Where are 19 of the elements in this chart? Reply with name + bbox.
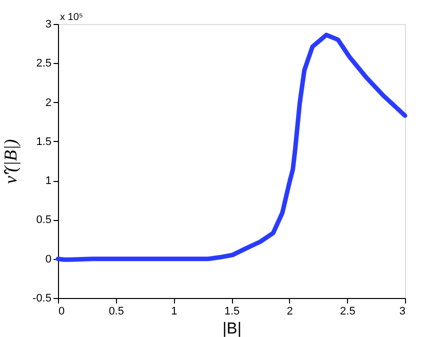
x-tick-label: 1.5 (224, 306, 240, 318)
y-tick-label: 1.5 (36, 136, 52, 148)
y-axis-title: ν̂′(|B|) (0, 139, 21, 184)
x-tick-label: 3 (399, 306, 406, 318)
y-tick-label: -0.5 (32, 292, 52, 304)
x-tick-label: 0 (58, 306, 65, 318)
x-tick-label: 2.5 (340, 306, 356, 318)
y-tick-label: 3 (45, 18, 52, 30)
x-tick-label: 1 (171, 306, 178, 318)
x-axis-title: |B| (222, 320, 242, 337)
line-series (56, 32, 408, 262)
text: x 10⁵ (60, 12, 84, 23)
y-tick-label: 2 (45, 96, 52, 109)
x-tick-label: 0.5 (108, 306, 124, 318)
x-tick-label: 2 (286, 306, 293, 318)
y-tick-label: 0 (45, 253, 52, 266)
y-tick-label: 1 (45, 175, 52, 188)
y-tick-label: 2.5 (36, 58, 52, 70)
y-tick-label: 0.5 (36, 214, 52, 226)
